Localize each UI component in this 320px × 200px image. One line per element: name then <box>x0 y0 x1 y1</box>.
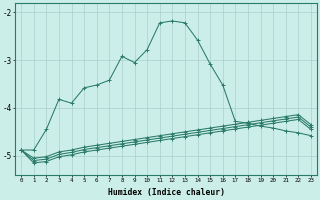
X-axis label: Humidex (Indice chaleur): Humidex (Indice chaleur) <box>108 188 225 197</box>
